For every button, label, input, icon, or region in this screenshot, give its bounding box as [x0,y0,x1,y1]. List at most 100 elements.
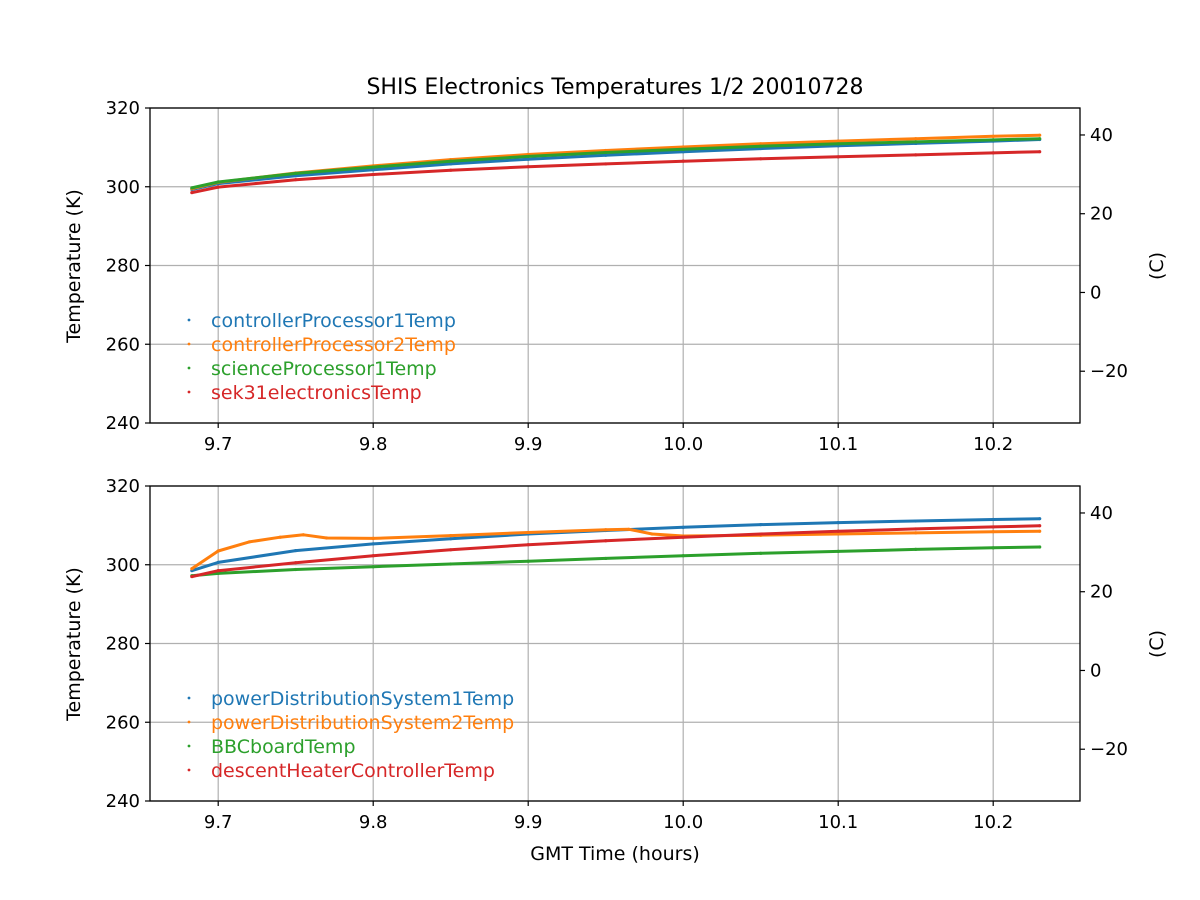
data-point [216,549,220,553]
data-point [681,150,685,154]
data-point [914,137,918,141]
legend-label: descentHeaterControllerTemp [211,760,495,782]
y-right-tick-label: 0 [1090,660,1101,681]
legend-label: controllerProcessor1Temp [211,310,456,332]
data-point [914,531,918,535]
data-point [681,525,685,529]
data-point [681,147,685,151]
data-point [650,532,654,536]
data-point [325,536,329,540]
data-point [604,162,608,166]
figure-title: SHIS Electronics Temperatures 1/2 200107… [366,75,863,100]
bottom-x-axis-label: GMT Time (hours) [530,843,700,865]
data-point [759,551,763,555]
series-descentHeaterControllerTemp [190,524,1042,579]
data-point [190,574,194,579]
data-point [759,142,763,146]
data-point [371,165,375,169]
data-point [371,565,375,569]
data-point [991,151,995,155]
x-tick-label: 9.9 [514,434,543,455]
x-tick-label: 9.8 [359,812,388,833]
y-right-tick-label: −20 [1090,361,1128,382]
data-point [449,537,453,541]
data-point [449,162,453,166]
y-tick-label: 320 [106,476,140,497]
legend-label: powerDistributionSystem2Temp [211,712,514,734]
series-trace [191,517,1040,573]
legend-marker [187,768,191,772]
data-point [836,139,840,143]
bottom-y-ticks: 240 260 280 300 320 [106,476,150,812]
y-right-tick-label: −20 [1090,739,1128,760]
data-point [371,542,375,546]
bottom-x-ticks: 9.7 9.8 9.9 10.0 10.1 10.2 [204,801,1013,833]
data-point [526,559,530,563]
data-point [1038,137,1042,141]
data-point [759,144,763,148]
series-powerDistributionSystem2Temp [190,527,1042,571]
data-point [681,159,685,163]
data-point [216,185,220,189]
legend-marker [187,744,191,748]
x-tick-label: 9.9 [514,812,543,833]
data-point [1038,133,1042,137]
y-tick-label: 260 [106,334,140,355]
data-point [836,521,840,525]
data-point [681,554,685,558]
data-point [991,546,995,550]
data-point [294,561,298,565]
data-point [759,146,763,151]
data-point [1038,529,1042,533]
legend-label: BBCboardTemp [211,736,356,758]
data-point [216,571,220,576]
data-point [1038,150,1042,154]
bottom-y-right-ticks: −20 0 20 40 [1080,503,1128,760]
series-BBCboardTemp [190,545,1042,578]
data-point [1038,545,1042,549]
data-point [914,140,918,144]
data-point [836,529,840,533]
data-point [1038,524,1042,528]
data-point [914,527,918,531]
series-sek31electronicsTemp [190,150,1042,195]
legend-label: powerDistributionSystem1Temp [211,688,514,710]
bottom-y-axis-label: Temperature (K) [63,567,85,722]
data-point [449,168,453,172]
data-point [914,519,918,523]
data-point [449,548,453,552]
data-point [526,543,530,547]
data-point [604,556,608,561]
data-point [371,168,375,172]
data-point [449,562,453,566]
x-tick-label: 10.1 [818,812,858,833]
y-right-tick-label: 40 [1090,125,1113,146]
data-point [371,536,375,540]
bottom-y-right-axis-label: (C) [1146,630,1168,658]
data-point [604,153,608,157]
data-point [604,528,608,532]
data-point [759,532,763,536]
top-plot: 9.7 9.8 9.9 10.0 10.1 10.2 240 260 280 300 320 −2… [63,98,1168,455]
data-point [914,153,918,157]
top-y-ticks: 240 260 280 300 320 [106,98,150,434]
data-point [216,180,220,184]
data-point [449,534,453,538]
data-point [294,178,298,182]
data-point [991,138,995,142]
data-point [991,530,995,534]
y-right-tick-label: 20 [1090,204,1113,225]
data-point [914,547,918,551]
series-trace [190,527,1040,570]
data-point [247,540,251,544]
data-point [759,157,763,161]
data-point [526,154,530,159]
data-point [836,532,840,536]
data-point [216,560,220,564]
top-legend: controllerProcessor1TempcontrollerProces… [187,310,456,404]
data-point [627,527,631,531]
y-tick-label: 300 [106,177,140,198]
data-point [294,171,298,175]
legend-marker [187,318,191,322]
